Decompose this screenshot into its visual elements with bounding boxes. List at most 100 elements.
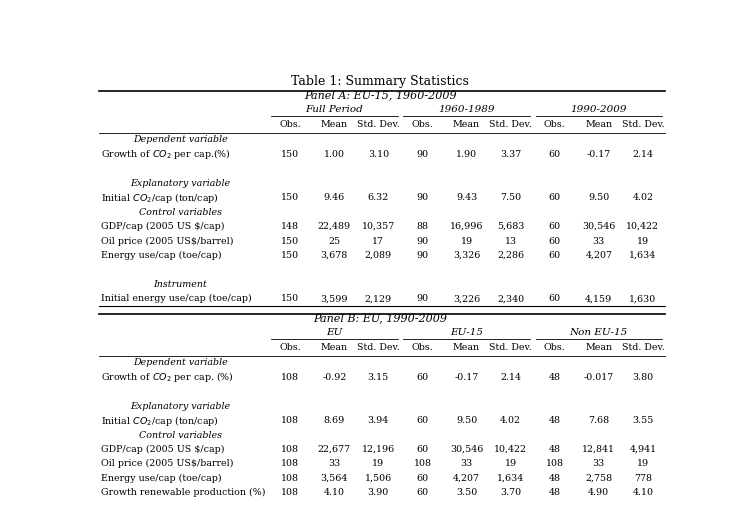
Text: 2,129: 2,129: [365, 294, 392, 303]
Text: 3,326: 3,326: [453, 251, 480, 260]
Text: 1,630: 1,630: [629, 294, 657, 303]
Text: Oil price (2005 US$/barrel): Oil price (2005 US$/barrel): [102, 459, 234, 468]
Text: Initial $CO_2$/cap (ton/cap): Initial $CO_2$/cap (ton/cap): [102, 414, 220, 427]
Text: 108: 108: [281, 445, 299, 454]
Text: Growth of $CO_2$ per cap. (%): Growth of $CO_2$ per cap. (%): [102, 370, 234, 384]
Text: 3,678: 3,678: [321, 251, 348, 260]
Text: Dependent variable: Dependent variable: [133, 135, 228, 144]
Text: Growth renewable production (%): Growth renewable production (%): [102, 488, 266, 497]
Text: 9.46: 9.46: [324, 193, 345, 202]
Text: GDP/cap (2005 US $/cap): GDP/cap (2005 US $/cap): [102, 222, 225, 231]
Text: Table 1: Summary Statistics: Table 1: Summary Statistics: [292, 75, 469, 88]
Text: Initial energy use/cap (toe/cap): Initial energy use/cap (toe/cap): [102, 294, 252, 303]
Text: 3.80: 3.80: [632, 373, 654, 382]
Text: Panel B: EU, 1990-2009: Panel B: EU, 1990-2009: [313, 313, 447, 323]
Text: Instrument: Instrument: [154, 280, 207, 289]
Text: EU-15: EU-15: [450, 328, 483, 337]
Text: 19: 19: [637, 459, 649, 468]
Text: 17: 17: [372, 236, 384, 245]
Text: Std. Dev.: Std. Dev.: [622, 343, 664, 352]
Text: Obs.: Obs.: [412, 343, 433, 352]
Text: 3,226: 3,226: [453, 294, 480, 303]
Text: Full Period: Full Period: [306, 105, 363, 114]
Text: Obs.: Obs.: [544, 343, 565, 352]
Text: -0.017: -0.017: [584, 373, 614, 382]
Text: 108: 108: [281, 474, 299, 483]
Text: 12,196: 12,196: [362, 445, 395, 454]
Text: Std. Dev.: Std. Dev.: [489, 343, 532, 352]
Text: 1,506: 1,506: [365, 474, 392, 483]
Text: 1990-2009: 1990-2009: [571, 105, 627, 114]
Text: 60: 60: [548, 294, 561, 303]
Text: Std. Dev.: Std. Dev.: [357, 120, 400, 129]
Text: Std. Dev.: Std. Dev.: [489, 120, 532, 129]
Text: -0.17: -0.17: [454, 373, 479, 382]
Text: Obs.: Obs.: [544, 120, 565, 129]
Text: 10,357: 10,357: [362, 222, 395, 231]
Text: 16,996: 16,996: [450, 222, 483, 231]
Text: Explanatory variable: Explanatory variable: [131, 179, 231, 188]
Text: 108: 108: [281, 373, 299, 382]
Text: Mean: Mean: [453, 343, 480, 352]
Text: 1960-1989: 1960-1989: [439, 105, 495, 114]
Text: 90: 90: [416, 294, 429, 303]
Text: Energy use/cap (toe/cap): Energy use/cap (toe/cap): [102, 251, 222, 260]
Text: 108: 108: [413, 459, 431, 468]
Text: 13: 13: [505, 236, 516, 245]
Text: 90: 90: [416, 150, 429, 159]
Text: 4.10: 4.10: [324, 488, 345, 497]
Text: Panel A: EU-15, 1960-2009: Panel A: EU-15, 1960-2009: [304, 91, 456, 100]
Text: 88: 88: [416, 222, 428, 231]
Text: 3.94: 3.94: [368, 416, 389, 425]
Text: 4,207: 4,207: [585, 251, 612, 260]
Text: 48: 48: [548, 474, 561, 483]
Text: Std. Dev.: Std. Dev.: [622, 120, 664, 129]
Text: 33: 33: [593, 236, 605, 245]
Text: 8.69: 8.69: [324, 416, 345, 425]
Text: 3.70: 3.70: [500, 488, 521, 497]
Text: 33: 33: [328, 459, 341, 468]
Text: Obs.: Obs.: [279, 120, 301, 129]
Text: 90: 90: [416, 236, 429, 245]
Text: 33: 33: [593, 459, 605, 468]
Text: 22,677: 22,677: [318, 445, 351, 454]
Text: 22,489: 22,489: [318, 222, 351, 231]
Text: -0.92: -0.92: [322, 373, 347, 382]
Text: 4.02: 4.02: [500, 416, 521, 425]
Text: 3.10: 3.10: [368, 150, 389, 159]
Text: 48: 48: [548, 373, 561, 382]
Text: 2.14: 2.14: [500, 373, 521, 382]
Text: 150: 150: [281, 251, 299, 260]
Text: 108: 108: [281, 416, 299, 425]
Text: 60: 60: [416, 488, 429, 497]
Text: Control variables: Control variables: [139, 207, 222, 216]
Text: 4.02: 4.02: [632, 193, 654, 202]
Text: 6.32: 6.32: [368, 193, 389, 202]
Text: 2,089: 2,089: [365, 251, 392, 260]
Text: 10,422: 10,422: [494, 445, 527, 454]
Text: 19: 19: [505, 459, 516, 468]
Text: 10,422: 10,422: [626, 222, 660, 231]
Text: 60: 60: [416, 474, 429, 483]
Text: -0.17: -0.17: [587, 150, 611, 159]
Text: 3.55: 3.55: [632, 416, 654, 425]
Text: 48: 48: [548, 488, 561, 497]
Text: Control variables: Control variables: [139, 430, 222, 440]
Text: 48: 48: [548, 416, 561, 425]
Text: 108: 108: [281, 488, 299, 497]
Text: 3,599: 3,599: [321, 294, 348, 303]
Text: 60: 60: [548, 236, 561, 245]
Text: 33: 33: [460, 459, 473, 468]
Text: Obs.: Obs.: [412, 120, 433, 129]
Text: 7.68: 7.68: [588, 416, 609, 425]
Text: 19: 19: [461, 236, 473, 245]
Text: 3.50: 3.50: [456, 488, 477, 497]
Text: 148: 148: [281, 222, 299, 231]
Text: 3,564: 3,564: [321, 474, 348, 483]
Text: 9.50: 9.50: [588, 193, 609, 202]
Text: 2,340: 2,340: [497, 294, 524, 303]
Text: 60: 60: [548, 251, 561, 260]
Text: Mean: Mean: [453, 120, 480, 129]
Text: Std. Dev.: Std. Dev.: [357, 343, 400, 352]
Text: 3.37: 3.37: [500, 150, 521, 159]
